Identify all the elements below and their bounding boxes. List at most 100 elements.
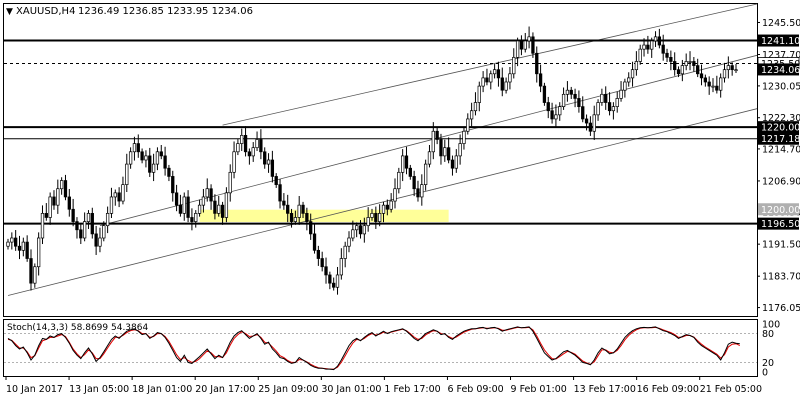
candle [726, 56, 730, 79]
level-tag-1220.00 [758, 121, 799, 134]
candle [473, 92, 478, 116]
candle [531, 32, 535, 58]
candle [439, 133, 443, 165]
candle-body [699, 73, 704, 79]
candle [255, 131, 259, 151]
channel-line-lower [7, 108, 758, 296]
candle-body [144, 155, 148, 161]
level-tag-1196.50 [758, 217, 799, 230]
candle [401, 149, 405, 182]
candle [90, 207, 94, 239]
candle [446, 137, 451, 164]
candle [86, 210, 91, 229]
candle [699, 64, 704, 86]
candle-body [67, 196, 71, 210]
candle [324, 257, 328, 284]
candle [722, 62, 727, 83]
stochastic-label: Stoch(14,3,3) 58.8699 54.3864 [7, 323, 148, 333]
candle [151, 153, 156, 182]
candle [163, 146, 167, 176]
candle-body [171, 176, 175, 194]
candle-body [707, 81, 711, 87]
candle [243, 126, 248, 157]
candle-body [362, 225, 366, 235]
candle [52, 190, 56, 210]
candle [102, 221, 106, 242]
time-tick-label: 30 Jan 01:00 [321, 384, 381, 395]
candle-body [538, 73, 543, 87]
candle [558, 102, 562, 121]
candle-body [492, 69, 497, 75]
candle [715, 75, 719, 94]
candle-body [243, 135, 248, 153]
candle-body [236, 143, 240, 153]
candle [523, 32, 527, 53]
time-tick-label: 6 Feb 09:00 [447, 384, 503, 395]
candle-body [665, 52, 669, 58]
candle [619, 81, 623, 102]
candle-body [408, 167, 412, 177]
candle [420, 174, 424, 206]
candle-body [255, 139, 259, 149]
candle-body [56, 188, 60, 206]
candle-body [684, 61, 688, 66]
candle [508, 66, 512, 90]
candle-body [163, 155, 167, 169]
candle [408, 164, 412, 180]
candle [412, 170, 416, 197]
candle [117, 187, 121, 208]
candle [378, 204, 382, 227]
candle-body [561, 93, 566, 107]
price-tick-label: 1237.70 [762, 50, 800, 61]
candle [263, 147, 267, 169]
time-tick-label: 21 Feb 05:00 [700, 384, 762, 395]
candle-body [37, 237, 41, 268]
candle [167, 164, 171, 182]
candle-body [286, 204, 290, 214]
candle-body [546, 102, 550, 112]
candle-body [653, 36, 658, 42]
candle [266, 153, 271, 173]
candle-body [29, 258, 33, 284]
candle [538, 64, 543, 93]
candle [492, 64, 497, 79]
candle-body [734, 69, 738, 72]
candle-body [615, 98, 619, 107]
candle [148, 147, 152, 177]
candle [627, 72, 631, 87]
candle-body [381, 204, 386, 214]
candle-body [217, 204, 221, 214]
candle [289, 208, 294, 228]
candle [128, 147, 133, 169]
candle [113, 189, 117, 206]
candle [684, 53, 688, 71]
candle [550, 102, 554, 124]
candle-body [247, 151, 252, 157]
chart-symbol: XAUUSD,H4 [16, 6, 75, 17]
candle [48, 192, 52, 225]
candle-body [274, 176, 278, 185]
candle-body [439, 139, 443, 157]
candle-body [630, 69, 635, 79]
candle-body [600, 93, 604, 103]
candle-body [355, 225, 359, 231]
candle-body [715, 85, 719, 91]
candle [527, 26, 531, 49]
candle [213, 194, 217, 220]
candle-body [209, 188, 213, 202]
candle [554, 104, 558, 128]
candle-body [646, 44, 650, 50]
candle-body [515, 40, 520, 58]
candle-body [722, 69, 727, 79]
candle-body [542, 85, 547, 103]
candle-body [82, 221, 87, 239]
candle-body [719, 77, 723, 91]
candle-body [98, 237, 102, 247]
candle-body [52, 196, 56, 206]
candle [489, 70, 493, 90]
candle [159, 144, 163, 160]
candle [634, 51, 639, 76]
candle-body [527, 36, 531, 42]
candle-body [431, 130, 435, 153]
